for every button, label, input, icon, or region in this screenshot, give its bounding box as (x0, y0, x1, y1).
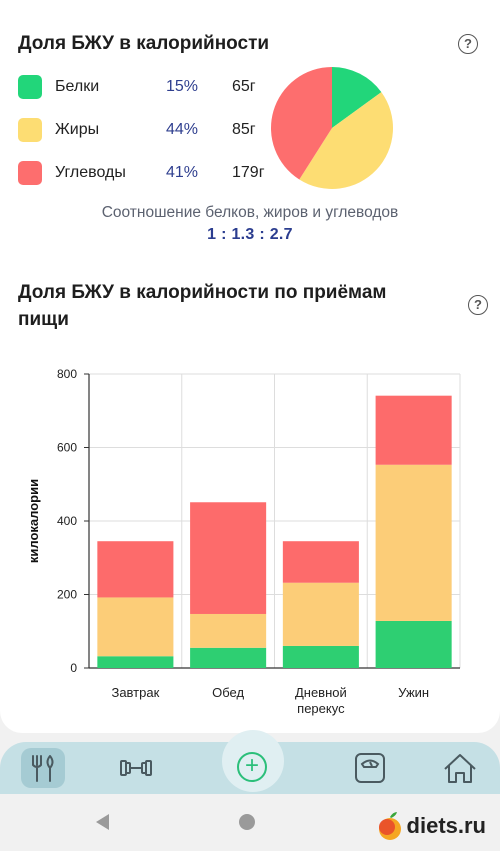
bar-segment (190, 502, 267, 614)
home-circle-icon[interactable] (237, 812, 257, 832)
y-tick-label: 0 (70, 661, 77, 675)
x-tick-label: Дневной (295, 685, 347, 700)
bar-segment (282, 645, 359, 668)
protein-swatch (18, 75, 42, 99)
pie-slice-2 (299, 92, 393, 189)
tab-home[interactable] (430, 742, 490, 794)
plus-circle-icon[interactable]: + (237, 752, 267, 782)
x-tick-label: Завтрак (111, 685, 159, 700)
bar-segment (282, 541, 359, 583)
ratio-caption: Соотношение белков, жиров и углеводов (101, 204, 399, 221)
meals-chart-title-line1: Доля БЖУ в калорийности по приёмам (18, 282, 387, 303)
legend-grams: 65г (232, 78, 256, 95)
bar-segment (97, 541, 174, 598)
fat-swatch (18, 118, 42, 142)
y-tick-label: 400 (57, 514, 77, 528)
pie-slice-3 (271, 67, 332, 180)
back-triangle-icon[interactable] (93, 812, 113, 832)
bar-segment (190, 613, 267, 648)
legend-label: Жиры (55, 121, 100, 138)
y-tick-label: 800 (57, 367, 77, 381)
tab-food[interactable] (21, 748, 65, 788)
system-navigation-bar (0, 794, 500, 851)
meals-stacked-bar-chart: 0 200 400 600 800 килокалории Завтрак Обед Дневн… (26, 367, 461, 716)
watermark: diets.ru (406, 813, 486, 838)
legend-label: Белки (55, 78, 100, 95)
bar-segment (375, 620, 452, 668)
bar-segment (97, 597, 174, 657)
ratio-value: 1 : 1.3 : 2.7 (207, 226, 293, 243)
bar-segment (190, 647, 267, 668)
fork-spoon-icon (32, 755, 54, 782)
macro-share-title: Доля БЖУ в калорийности (18, 33, 270, 54)
content-card: Доля БЖУ в калорийности ? Белки 15% 65г … (0, 0, 500, 733)
macro-pie-chart (271, 67, 393, 189)
legend-percent: 41% (166, 164, 199, 181)
legend-percent: 15% (166, 78, 199, 95)
scale-icon (355, 753, 385, 783)
legend-grams: 179г (232, 164, 265, 181)
help-icon[interactable]: ? (468, 295, 488, 315)
bar-segment (375, 464, 452, 621)
carbs-swatch (18, 161, 42, 185)
dumbbell-icon (120, 760, 152, 776)
legend-row-carbs: Углеводы 41% 179г (18, 161, 268, 187)
bar-segment (97, 656, 174, 668)
pie-slice-1 (332, 67, 382, 128)
legend-row-fat: Жиры 44% 85г (18, 118, 268, 144)
help-icon[interactable]: ? (458, 34, 478, 54)
meals-chart-title-line2: пищи (18, 309, 69, 330)
y-tick-label: 200 (57, 588, 77, 602)
legend-row-protein: Белки 15% 65г (18, 75, 268, 101)
diets-logo-apple-icon (379, 812, 401, 840)
y-tick-label: 600 (57, 441, 77, 455)
y-axis-label: килокалории (26, 479, 41, 563)
legend-percent: 44% (166, 121, 199, 138)
legend-grams: 85г (232, 121, 256, 138)
home-icon (444, 754, 476, 783)
legend-label: Углеводы (55, 164, 126, 181)
bar-segment (375, 395, 452, 465)
bar-segment (282, 582, 359, 646)
tab-weight[interactable] (340, 742, 400, 794)
x-tick-label: Ужин (398, 685, 429, 700)
x-tick-label: перекус (297, 701, 345, 716)
tab-workout[interactable] (106, 742, 166, 794)
x-tick-label: Обед (212, 685, 244, 700)
